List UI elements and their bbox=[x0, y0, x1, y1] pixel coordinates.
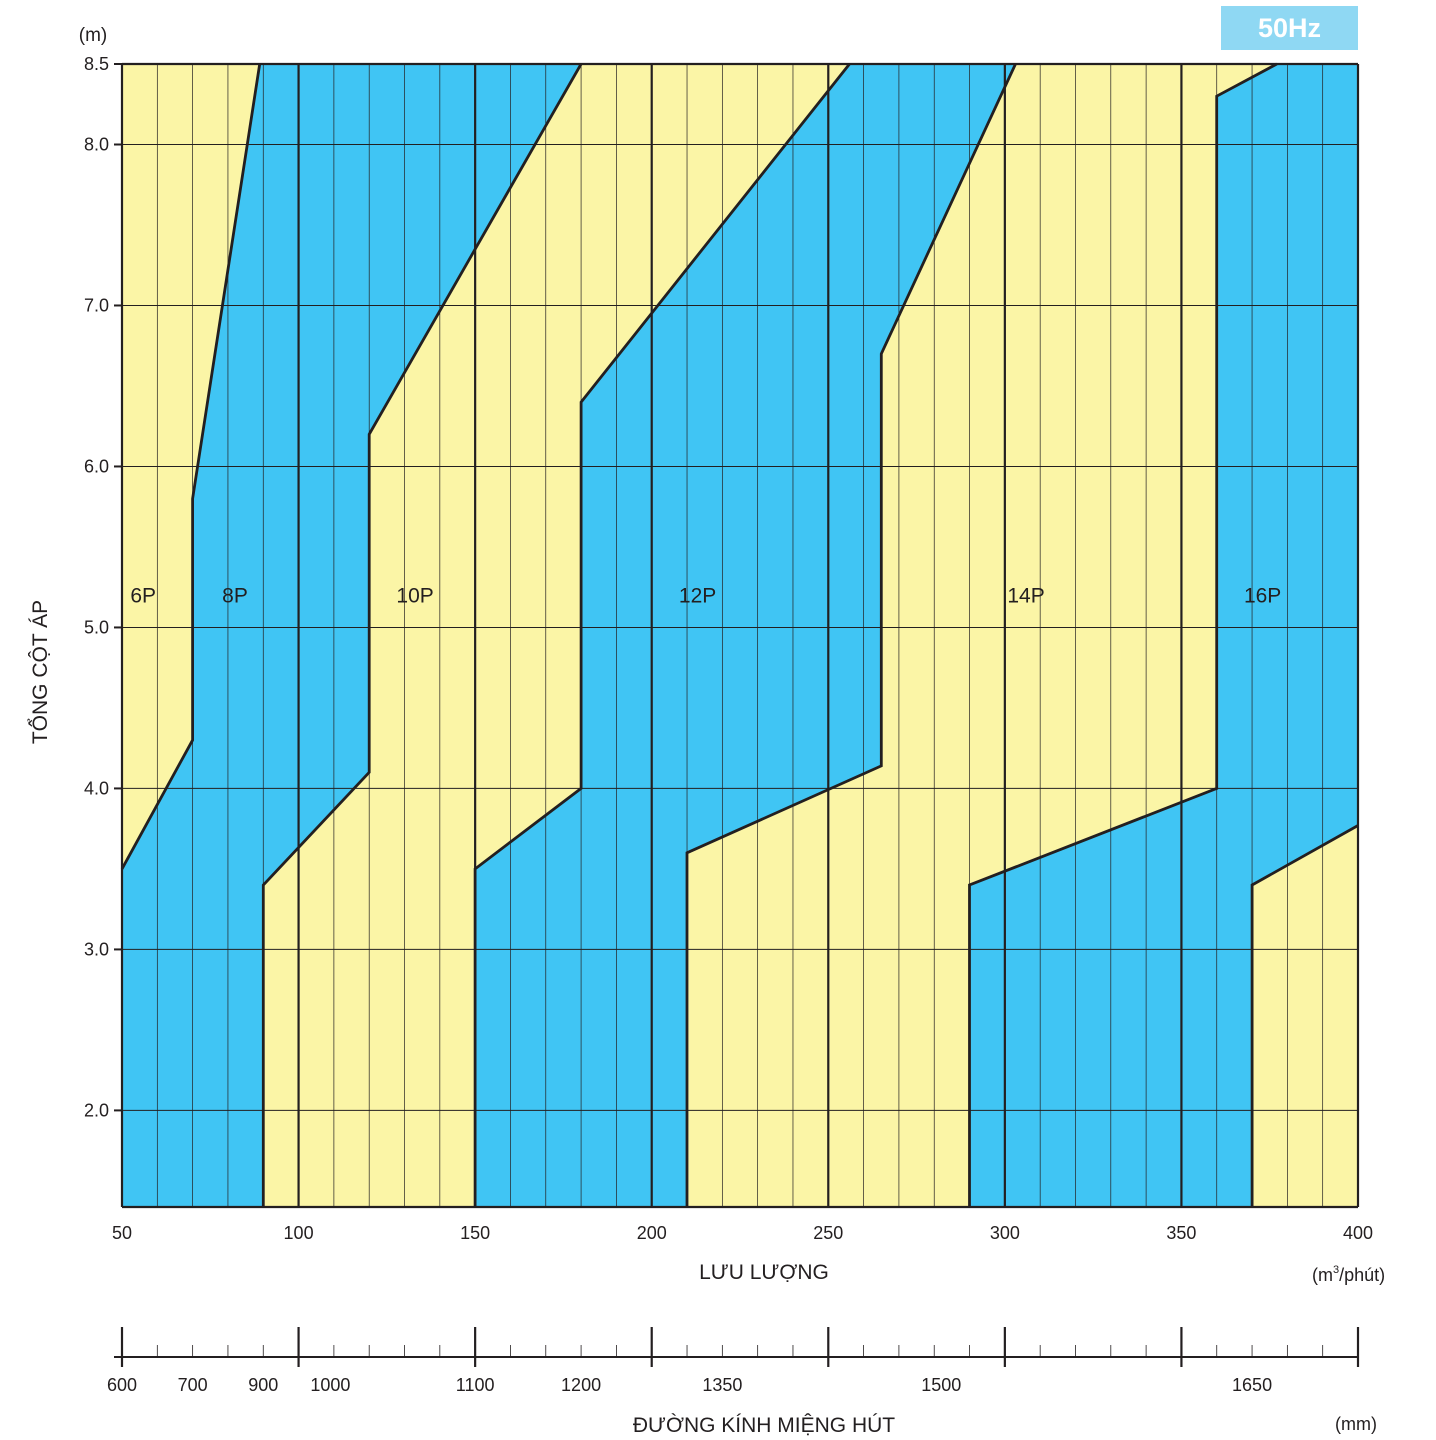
y-unit-label: (m) bbox=[79, 25, 107, 46]
secondary-tick-label: 1350 bbox=[702, 1375, 742, 1395]
region-label-14p: 14P bbox=[1007, 584, 1044, 607]
y-tick-label: 3.0 bbox=[84, 939, 109, 959]
x-unit-label: (m3/phút) bbox=[1312, 1264, 1385, 1285]
y-axis-title: TỔNG CỘT ÁP bbox=[28, 600, 52, 744]
secondary-tick-label: 1000 bbox=[310, 1375, 350, 1395]
region-8p bbox=[122, 64, 582, 1207]
y-tick-label: 7.0 bbox=[84, 295, 109, 315]
secondary-axis-title: ĐƯỜNG KÍNH MIỆNG HÚT bbox=[633, 1414, 895, 1437]
x-tick-label: 400 bbox=[1343, 1223, 1373, 1243]
x-tick-label: 250 bbox=[813, 1223, 843, 1243]
pole-boundary-line bbox=[968, 62, 1278, 1207]
labels-layer: 2.0 3.0 4.0 5.0 6.0 7.0 8.0 8.5 50 100 150 200 250 30… bbox=[84, 54, 1373, 1395]
secondary-tick-label: 1650 bbox=[1232, 1375, 1272, 1395]
x-tick-label: 350 bbox=[1166, 1223, 1196, 1243]
y-tick-label: 6.0 bbox=[84, 456, 109, 476]
x-axis-title: LƯU LƯỢNG bbox=[699, 1261, 829, 1284]
secondary-tick-label: 1100 bbox=[456, 1375, 495, 1395]
frequency-badge: 50Hz bbox=[1221, 6, 1358, 50]
secondary-tick-label: 600 bbox=[107, 1375, 137, 1395]
axes-layer bbox=[114, 63, 1360, 1367]
x-tick-label: 100 bbox=[284, 1223, 314, 1243]
pole-boundary-line bbox=[1250, 824, 1359, 1207]
boundaries-layer bbox=[120, 62, 1359, 1207]
region-label-8p: 8P bbox=[222, 584, 248, 607]
x-tick-label: 200 bbox=[637, 1223, 667, 1243]
secondary-tick-label: 1200 bbox=[561, 1375, 601, 1395]
region-fill-6 bbox=[1252, 825, 1358, 1207]
y-tick-label: 8.5 bbox=[84, 54, 109, 74]
secondary-tick-label: 1500 bbox=[921, 1375, 961, 1395]
x-unit-sup: 3 bbox=[1333, 1264, 1339, 1276]
x-tick-label: 300 bbox=[990, 1223, 1020, 1243]
y-tick-label: 2.0 bbox=[84, 1100, 109, 1120]
region-label-10p: 10P bbox=[396, 584, 433, 607]
region-label-16p: 16P bbox=[1244, 584, 1281, 607]
region-14p bbox=[687, 64, 1277, 1207]
y-tick-label: 4.0 bbox=[84, 778, 109, 798]
secondary-tick-label: 900 bbox=[248, 1375, 278, 1395]
secondary-axis-unit: (mm) bbox=[1335, 1414, 1377, 1434]
pole-boundary-line bbox=[473, 63, 851, 1207]
y-tick-label: 8.0 bbox=[84, 134, 109, 154]
y-tick-label: 5.0 bbox=[84, 617, 109, 637]
x-tick-label: 150 bbox=[460, 1223, 490, 1243]
regions-layer bbox=[122, 64, 1358, 1207]
pole-boundary-line bbox=[261, 63, 583, 1207]
x-unit-tail: /phút) bbox=[1339, 1265, 1385, 1285]
region-10p bbox=[263, 64, 850, 1207]
region-16p bbox=[969, 64, 1358, 1207]
x-unit-base: (m bbox=[1312, 1265, 1333, 1285]
pole-boundary-line bbox=[120, 63, 262, 870]
region-label-12p: 12P bbox=[679, 584, 716, 607]
grid-layer bbox=[122, 62, 1358, 1207]
secondary-tick-label: 700 bbox=[178, 1375, 208, 1395]
region-label-6p: 6P bbox=[130, 584, 156, 607]
region-12p bbox=[475, 64, 1016, 1207]
x-tick-label: 50 bbox=[112, 1223, 132, 1243]
pole-boundary-line bbox=[685, 63, 1017, 1207]
